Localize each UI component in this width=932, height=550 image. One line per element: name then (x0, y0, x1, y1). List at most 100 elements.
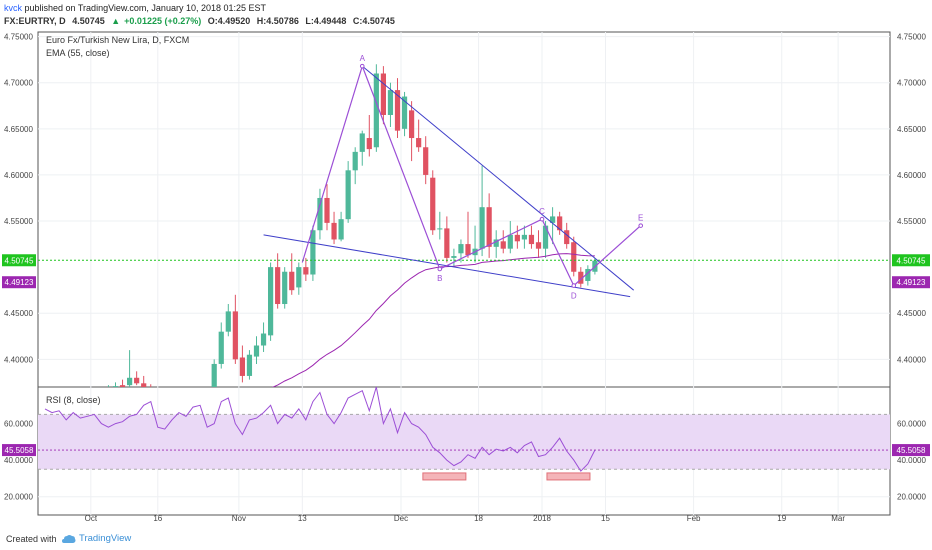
rsi-legend: RSI (8, close) (46, 395, 101, 405)
candle-up (458, 244, 464, 254)
ohlc-line: FX:EURTRY, D 4.50745 ▲ +0.01225 (+0.27%) … (4, 15, 399, 28)
x-tick-label: Feb (687, 514, 701, 523)
x-tick-label: Mar (831, 514, 845, 523)
candle-down (239, 357, 245, 376)
candle-up (296, 267, 302, 288)
candle-down (275, 267, 281, 305)
ema-tag-left: 4.49123 (5, 278, 34, 287)
candle-down (134, 377, 140, 384)
rsi-tag-right: 45.5058 (897, 446, 926, 455)
y-tick-label-right: 4.60000 (897, 171, 926, 180)
y-tick-label-right: 4.65000 (897, 125, 926, 134)
candle-down (528, 234, 535, 245)
candle-up (359, 133, 365, 152)
rsi-tick-label-left: 60.0000 (4, 420, 33, 429)
x-tick-label: Nov (232, 514, 246, 523)
x-tick-label: 18 (474, 514, 483, 523)
candle-down (366, 138, 372, 150)
candle-up (479, 207, 485, 249)
tradingview-brand: TradingView (79, 533, 132, 544)
y-tick-label-left: 4.55000 (4, 217, 33, 226)
candle-down (465, 244, 471, 256)
pattern-label: A (360, 54, 366, 63)
candle-down (557, 216, 563, 231)
last-price-tag-right: 4.50745 (897, 256, 926, 265)
x-tick-label: 2018 (533, 514, 551, 523)
upper-trendline (361, 65, 634, 291)
tradingview-logo[interactable]: TradingView (62, 533, 131, 544)
candle-up (521, 234, 527, 240)
pattern-label: B (437, 274, 442, 283)
y-tick-label-right: 4.40000 (897, 355, 926, 364)
y-tick-label-left: 4.45000 (4, 309, 33, 318)
last-price-tag-left-bg (2, 254, 36, 267)
candle-up (585, 268, 591, 281)
candle-down (423, 147, 429, 175)
abcde-pattern (301, 64, 642, 287)
last-price: 4.50745 (72, 16, 105, 26)
y-tick-label-right: 4.55000 (897, 217, 926, 226)
rsi-tick-label-right: 60.0000 (897, 420, 926, 429)
rsi-tick-label-left: 20.0000 (4, 493, 33, 502)
candle-down (430, 177, 436, 231)
candle-down (564, 230, 570, 245)
pattern-label: C (539, 207, 545, 216)
candle-up (373, 73, 379, 148)
created-with-text: Created with (6, 534, 57, 544)
candle-up (542, 225, 549, 249)
candle-up (112, 386, 119, 387)
symbol-label: FX:EURTRY, D (4, 16, 66, 26)
y-tick-label-left: 4.65000 (4, 125, 33, 134)
candle-up (282, 271, 288, 305)
price-change: +0.01225 (+0.27%) (124, 16, 202, 26)
y-tick-label-left: 4.70000 (4, 79, 33, 88)
candle-down (486, 207, 492, 247)
candle-up (493, 239, 499, 247)
y-tick-label-right: 4.75000 (897, 33, 926, 42)
candle-down (416, 138, 422, 148)
price-chart[interactable]: A B C D E Oct 16 Nov 13 Dec 18 2018 15 Feb 19 Mar 4.750… (0, 0, 932, 530)
candle-down (324, 197, 330, 223)
candle-up (253, 345, 260, 357)
close-value: C:4.50745 (352, 16, 395, 26)
author-link[interactable]: kvck (4, 3, 22, 13)
rsi-band (38, 414, 890, 470)
high-value: H:4.50786 (256, 16, 299, 26)
ema-legend: EMA (55, close) (46, 48, 110, 58)
candle-down (409, 110, 415, 139)
rsi-highlight-box (546, 472, 591, 481)
candle-up (401, 96, 408, 129)
candle-down (394, 90, 401, 131)
candle-up (352, 151, 358, 171)
y-tick-label-left: 4.60000 (4, 171, 33, 180)
low-value: L:4.49448 (305, 16, 347, 26)
rsi-tick-label-right: 20.0000 (897, 493, 926, 502)
pattern-point (359, 63, 365, 69)
x-tick-label: 13 (298, 514, 307, 523)
candle-up (246, 354, 253, 376)
x-tick-label: 16 (153, 514, 162, 523)
candle-down (578, 271, 584, 284)
candle-down (141, 383, 147, 387)
ema-tag-right: 4.49123 (897, 278, 926, 287)
footer: Created with TradingView (0, 530, 932, 550)
candle-up (127, 377, 133, 386)
candle-up (345, 170, 351, 220)
pattern-label: D (571, 292, 577, 301)
candle-up (451, 256, 457, 258)
candle-up (317, 197, 323, 231)
x-tick-label: 15 (601, 514, 610, 523)
pattern-point (571, 283, 577, 288)
candle-down (331, 222, 337, 240)
pattern-point (539, 216, 545, 222)
ema-tag-right-bg (892, 276, 930, 289)
candle-down (232, 311, 238, 360)
candle-down (535, 242, 542, 249)
candle-up (550, 216, 556, 223)
candle-up (310, 230, 316, 275)
y-tick-label-right: 4.70000 (897, 79, 926, 88)
x-tick-label: 19 (777, 514, 786, 523)
candle-up (437, 228, 443, 230)
pattern-label: E (638, 214, 643, 223)
rsi-tag-right-bg (892, 444, 930, 457)
